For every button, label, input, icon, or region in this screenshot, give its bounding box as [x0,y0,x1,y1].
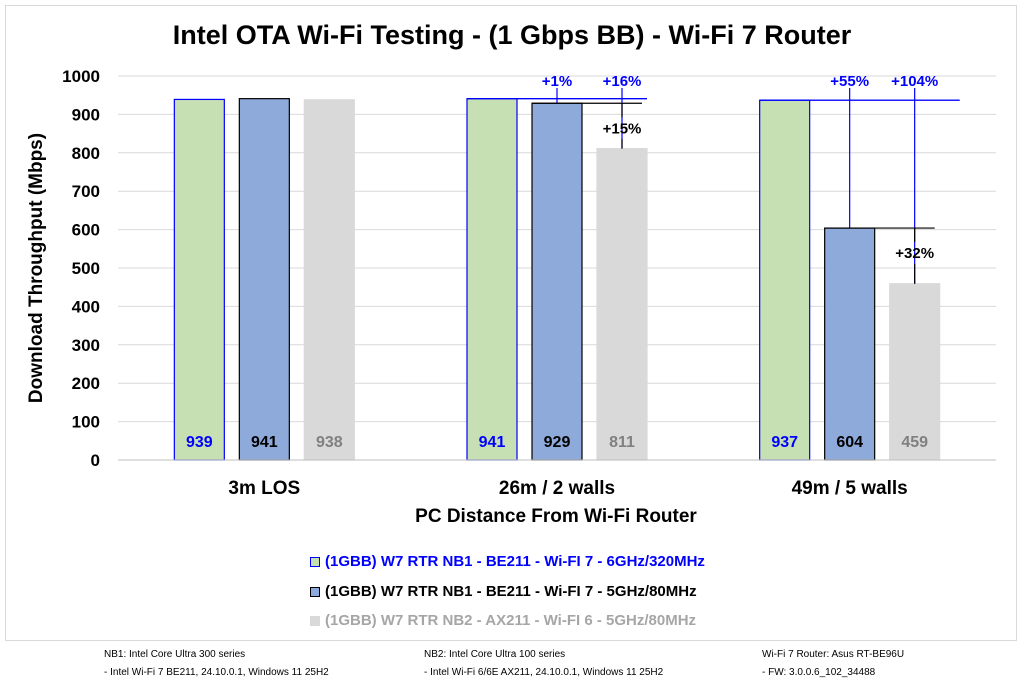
bar-value-label: 939 [186,434,213,451]
x-axis-ticks: 3m LOS 26m / 2 walls 49m / 5 walls [228,478,907,499]
bar [531,102,583,461]
x-axis-title: PC Distance From Wi-Fi Router [415,506,697,527]
y-tick-label: 100 [72,413,100,432]
y-axis-title: Download Throughput (Mbps) [26,133,47,403]
chart-frame [5,5,1017,641]
legend-swatch-5ghz-ax211 [310,615,320,626]
x-tick-label: 49m / 5 walls [792,478,908,499]
annotation-label: +104% [891,73,938,90]
footnote-router-detail: - FW: 3.0.0.6_102_34488 [762,667,876,678]
x-tick-label: 3m LOS [228,478,300,499]
annotation-label: +15% [603,120,642,137]
y-tick-label: 700 [72,182,100,201]
legend-label-5ghz-be211: (1GBB) W7 RTR NB1 - BE211 - Wi-FI 7 - 5G… [325,583,697,600]
bar [303,99,355,461]
y-tick-label: 0 [91,451,100,470]
bar-value-label: 938 [316,434,343,451]
legend-label-6ghz: (1GBB) W7 RTR NB1 - BE211 - Wi-FI 7 - 6G… [325,553,705,570]
y-tick-label: 300 [72,336,100,355]
bar-value-label: 941 [251,434,278,451]
bars: 939 941 937 941 929 604 938 811 459 [173,98,941,461]
legend-swatch-6ghz [310,556,320,567]
legend-item-5ghz-ax211: (1GBB) W7 RTR NB2 - AX211 - Wi-FI 6 - 5G… [310,612,696,629]
y-axis-ticks: 0 100 200 300 400 500 600 700 800 900 1000 [62,67,100,470]
bar-value-label: 937 [771,434,798,451]
y-tick-label: 900 [72,105,100,124]
annotation-label: +55% [830,73,869,90]
x-tick-label: 26m / 2 walls [499,478,615,499]
footnote-nb2-title: NB2: Intel Core Ultra 100 series [424,649,566,660]
y-tick-label: 200 [72,374,100,393]
legend-item-6ghz: (1GBB) W7 RTR NB1 - BE211 - Wi-FI 7 - 6G… [310,553,705,570]
annotation-label: +32% [895,245,934,262]
bar [824,227,876,461]
legend-label-5ghz-ax211: (1GBB) W7 RTR NB2 - AX211 - Wi-FI 6 - 5G… [325,612,697,629]
bar-value-label: 929 [544,434,571,451]
footnote-nb1-detail: - Intel Wi-Fi 7 BE211, 24.10.0.1, Window… [104,667,329,678]
bar [596,147,648,461]
bar [889,283,941,461]
bar [238,98,290,461]
bar [173,98,225,461]
footnote-nb2-detail: - Intel Wi-Fi 6/6E AX211, 24.10.0.1, Win… [424,667,664,678]
annotation-label: +16% [603,73,642,90]
bar [466,98,518,461]
legend-swatch-5ghz-be211 [310,586,320,597]
legend-item-5ghz-be211: (1GBB) W7 RTR NB1 - BE211 - Wi-FI 7 - 5G… [310,583,697,600]
bar-value-label: 811 [609,434,635,451]
footnote-nb1-title: NB1: Intel Core Ultra 300 series [104,649,246,660]
annotation-label: +1% [542,73,572,90]
y-tick-label: 400 [72,297,100,316]
y-tick-label: 1000 [62,67,100,86]
y-tick-label: 600 [72,221,100,240]
chart-title: Intel OTA Wi-Fi Testing - (1 Gbps BB) - … [173,20,852,50]
bar [759,99,811,461]
footnote-router-title: Wi-Fi 7 Router: Asus RT-BE96U [762,649,905,660]
y-tick-label: 800 [72,144,100,163]
bar-value-label: 604 [836,434,863,451]
bar-value-label: 941 [479,434,506,451]
bar-value-label: 459 [901,434,928,451]
annotations: +1% +16% +55% +104% +15% +32% [467,73,960,284]
y-tick-label: 500 [72,259,100,278]
